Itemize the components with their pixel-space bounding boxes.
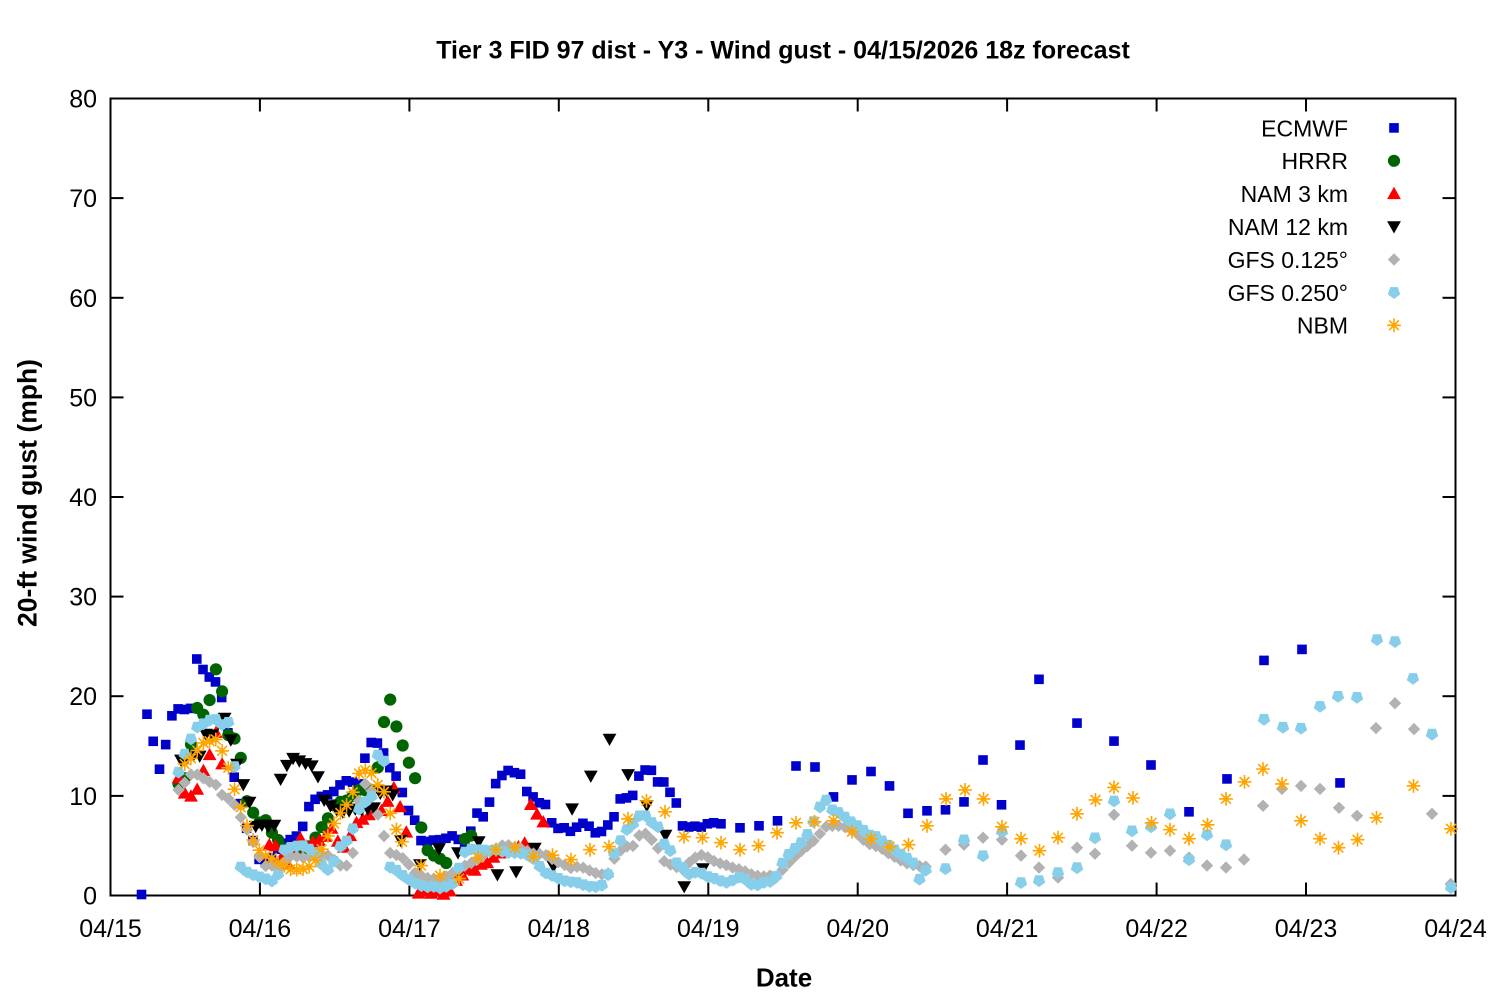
svg-text:GFS 0.125°: GFS 0.125° bbox=[1228, 247, 1348, 273]
svg-text:04/17: 04/17 bbox=[378, 915, 441, 943]
svg-text:04/15: 04/15 bbox=[79, 915, 142, 943]
svg-text:80: 80 bbox=[69, 86, 97, 114]
svg-text:70: 70 bbox=[69, 185, 97, 213]
svg-text:04/18: 04/18 bbox=[528, 915, 591, 943]
svg-text:NAM 12 km: NAM 12 km bbox=[1228, 214, 1348, 240]
svg-text:04/19: 04/19 bbox=[677, 915, 740, 943]
svg-text:04/23: 04/23 bbox=[1275, 915, 1338, 943]
svg-text:04/20: 04/20 bbox=[826, 915, 889, 943]
svg-text:GFS 0.250°: GFS 0.250° bbox=[1228, 280, 1348, 306]
svg-text:04/21: 04/21 bbox=[976, 915, 1039, 943]
svg-text:04/16: 04/16 bbox=[229, 915, 292, 943]
svg-text:20: 20 bbox=[69, 683, 97, 711]
svg-text:Date: Date bbox=[756, 963, 812, 993]
svg-text:30: 30 bbox=[69, 584, 97, 612]
svg-text:10: 10 bbox=[69, 783, 97, 811]
svg-text:04/22: 04/22 bbox=[1125, 915, 1188, 943]
svg-text:50: 50 bbox=[69, 384, 97, 412]
svg-text:0: 0 bbox=[83, 883, 97, 911]
svg-text:04/24: 04/24 bbox=[1424, 915, 1487, 943]
svg-text:20-ft wind gust (mph): 20-ft wind gust (mph) bbox=[13, 359, 43, 627]
svg-text:Tier 3 FID 97 dist - Y3 - Wind: Tier 3 FID 97 dist - Y3 - Wind gust - 04… bbox=[436, 37, 1130, 65]
svg-text:40: 40 bbox=[69, 484, 97, 512]
svg-text:ECMWF: ECMWF bbox=[1261, 115, 1348, 141]
svg-text:NBM: NBM bbox=[1297, 313, 1348, 339]
svg-text:HRRR: HRRR bbox=[1282, 148, 1348, 174]
svg-text:NAM 3 km: NAM 3 km bbox=[1241, 181, 1348, 207]
svg-text:60: 60 bbox=[69, 285, 97, 313]
